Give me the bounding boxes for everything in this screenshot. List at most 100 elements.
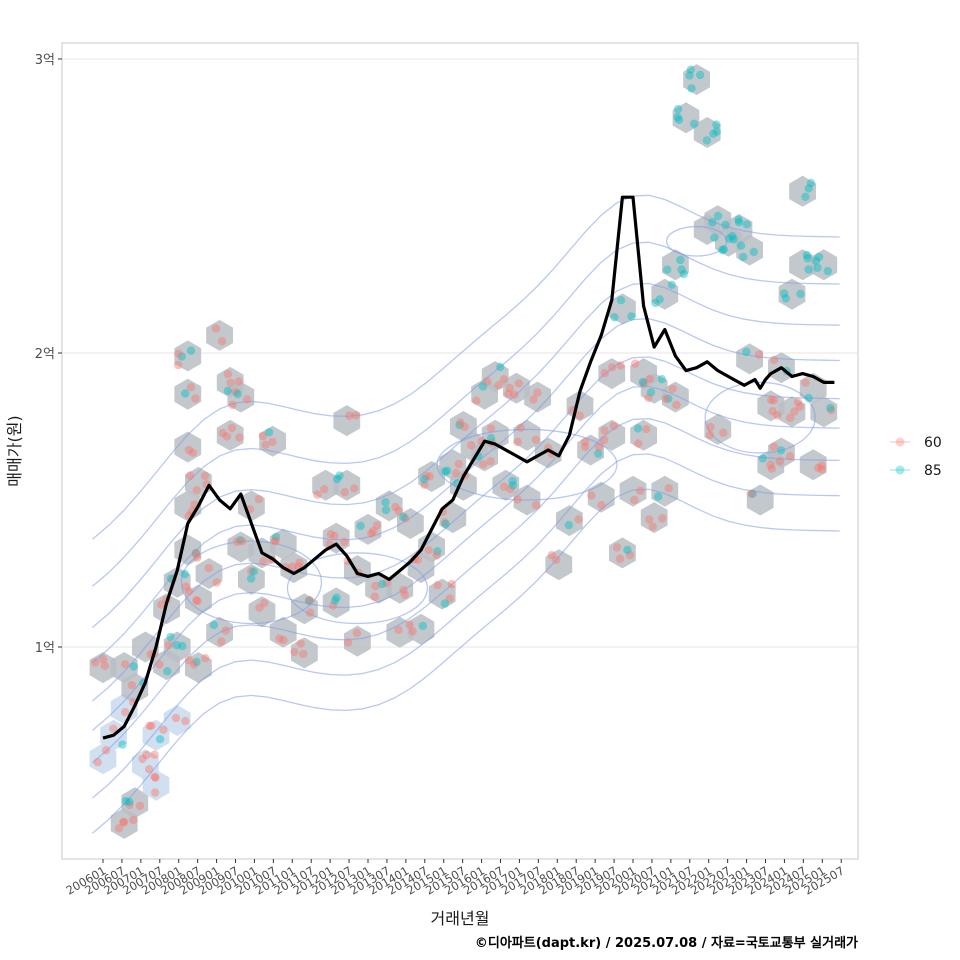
point-60: [634, 439, 642, 447]
point-60: [801, 379, 809, 387]
point-60: [432, 551, 440, 559]
y-tick-label: 3억: [35, 53, 55, 68]
point-60: [500, 482, 508, 490]
point-85: [265, 428, 273, 436]
point-60: [755, 350, 763, 358]
point-60: [513, 495, 521, 503]
point-60: [456, 418, 464, 426]
point-60: [616, 361, 624, 369]
point-60: [297, 639, 305, 647]
point-60: [408, 627, 416, 635]
legend-item-85[interactable]: 85: [890, 463, 942, 479]
point-60: [94, 758, 102, 766]
point-85: [676, 256, 684, 264]
point-60: [243, 395, 251, 403]
point-60: [271, 537, 279, 545]
point-85: [156, 735, 164, 743]
legend-key-point-60: [896, 438, 905, 447]
point-60: [305, 596, 313, 604]
point-85: [734, 216, 742, 224]
point-60: [369, 527, 377, 535]
y-axis: 1억2억3억: [35, 53, 62, 656]
y-tick-label: 2억: [35, 347, 55, 362]
point-85: [333, 475, 341, 483]
point-60: [138, 755, 146, 763]
chart: 1억2억3억 200601200607200701200707200801200…: [0, 0, 960, 960]
point-60: [776, 457, 784, 465]
point-60: [642, 425, 650, 433]
legend-item-60[interactable]: 60: [890, 435, 942, 451]
point-85: [696, 71, 704, 79]
point-85: [824, 267, 832, 275]
point-85: [399, 513, 407, 521]
point-60: [600, 426, 608, 434]
point-60: [601, 369, 609, 377]
point-60: [341, 488, 349, 496]
point-60: [649, 523, 657, 531]
point-60: [770, 396, 778, 404]
point-85: [247, 574, 255, 582]
point-85: [759, 454, 767, 462]
point-85: [441, 599, 449, 607]
point-85: [658, 375, 666, 383]
point-60: [228, 401, 236, 409]
point-60: [467, 441, 475, 449]
point-60: [185, 587, 193, 595]
point-60: [672, 401, 680, 409]
point-60: [631, 360, 639, 368]
point-60: [151, 774, 159, 782]
point-85: [250, 567, 258, 575]
point-85: [627, 312, 635, 320]
point-60: [796, 403, 804, 411]
point-85: [804, 265, 812, 273]
point-60: [766, 461, 774, 469]
point-85: [118, 740, 126, 748]
point-60: [706, 423, 714, 431]
point-60: [595, 443, 603, 451]
point-60: [516, 424, 524, 432]
point-85: [750, 248, 758, 256]
point-85: [728, 232, 736, 240]
point-60: [786, 414, 794, 422]
point-60: [187, 383, 195, 391]
point-60: [193, 597, 201, 605]
point-85: [419, 622, 427, 630]
point-85: [178, 642, 186, 650]
point-85: [690, 120, 698, 128]
point-60: [452, 469, 460, 477]
point-60: [479, 460, 487, 468]
point-85: [674, 105, 682, 113]
point-60: [205, 564, 213, 572]
point-60: [352, 411, 360, 419]
point-60: [313, 490, 321, 498]
point-85: [181, 389, 189, 397]
point-60: [193, 486, 201, 494]
point-60: [548, 551, 556, 559]
point-85: [713, 128, 721, 136]
point-85: [166, 633, 174, 641]
x-axis: 2006012006072007012007072008012008072009…: [63, 859, 846, 898]
point-60: [391, 503, 399, 511]
point-85: [656, 295, 664, 303]
point-85: [496, 363, 504, 371]
point-85: [668, 281, 676, 289]
point-60: [186, 471, 194, 479]
point-60: [330, 532, 338, 540]
point-60: [306, 608, 314, 616]
point-85: [826, 404, 834, 412]
point-60: [448, 580, 456, 588]
point-60: [371, 593, 379, 601]
point-85: [687, 66, 695, 74]
x-tick-label: 202507: [802, 863, 847, 897]
point-60: [259, 557, 267, 565]
point-60: [770, 356, 778, 364]
point-60: [228, 424, 236, 432]
point-60: [818, 465, 826, 473]
point-85: [804, 394, 812, 402]
point-60: [222, 626, 230, 634]
point-85: [441, 467, 449, 475]
point-60: [128, 681, 136, 689]
point-60: [597, 501, 605, 509]
point-60: [747, 490, 755, 498]
x-axis-title: 거래년월: [431, 909, 490, 928]
